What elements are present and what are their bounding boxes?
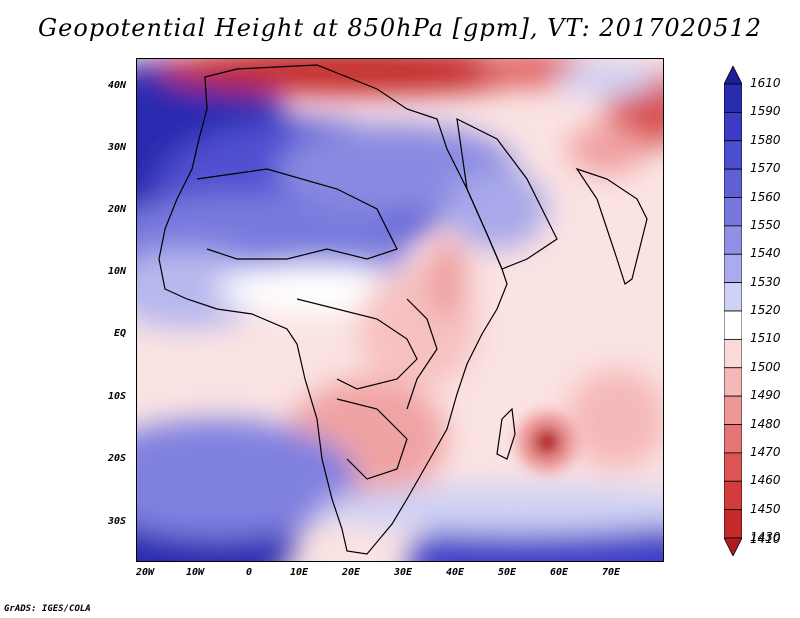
- colorbar-box: [724, 338, 742, 369]
- border-line-2: [296, 298, 418, 390]
- lon-label-0: 0: [246, 567, 253, 578]
- colorbar-label: 1560: [750, 189, 781, 204]
- colorbar-label: 1610: [750, 76, 781, 90]
- border-line-3: [336, 398, 408, 480]
- madagascar: [496, 407, 516, 460]
- colorbar-label: 1480: [750, 416, 781, 431]
- colorbar-label: 1490: [750, 388, 781, 403]
- border-line-1: [196, 168, 398, 260]
- lat-label-eq: EQ: [114, 328, 127, 339]
- africa-coastline: [158, 64, 508, 555]
- lon-label-10w: 10W: [186, 567, 205, 578]
- lat-label-20s: 20S: [108, 453, 127, 464]
- colorbar-label: 1540: [750, 246, 781, 261]
- colorbar-label: 1430: [750, 530, 781, 544]
- geopotential-map: [136, 58, 664, 562]
- colorbar-box: [724, 253, 742, 284]
- colorbar-label: 1460: [750, 473, 781, 488]
- colorbar-label: 1590: [750, 104, 781, 119]
- lat-label-30n: 30N: [108, 142, 127, 153]
- colorbar-bottom-arrow: [724, 537, 742, 556]
- colorbar-box: [724, 83, 742, 113]
- lon-label-10e: 10E: [290, 567, 309, 578]
- colorbar-boxes: [724, 66, 742, 556]
- colorbar-label: 1470: [750, 444, 781, 459]
- lon-label-60e: 60E: [550, 567, 569, 578]
- colorbar-box: [724, 310, 742, 340]
- colorbar-box: [724, 282, 742, 312]
- colorbar-label: 1500: [750, 359, 781, 374]
- lat-label-20n: 20N: [108, 204, 127, 215]
- lat-label-40n: 40N: [108, 80, 127, 91]
- colorbar-label: 1570: [750, 161, 781, 176]
- field-shading: [137, 59, 663, 561]
- coastlines: [158, 64, 648, 555]
- colorbar-box: [724, 168, 742, 198]
- lat-label-30s: 30S: [108, 516, 127, 527]
- lon-label-20w: 20W: [136, 567, 155, 578]
- map-svg: [137, 59, 663, 561]
- chart-title: Geopotential Height at 850hPa [gpm], VT:…: [38, 14, 762, 42]
- colorbar-box: [724, 140, 742, 170]
- colorbar-box: [724, 111, 742, 142]
- colorbar-label: 1550: [750, 217, 781, 232]
- colorbar-box: [724, 452, 742, 482]
- colorbar-box: [724, 225, 742, 255]
- colorbar-box: [724, 395, 742, 425]
- lon-label-30e: 30E: [394, 567, 413, 578]
- lat-label-10n: 10N: [108, 266, 127, 277]
- colorbar-top-arrow: [724, 66, 742, 85]
- colorbar-label: 1580: [750, 132, 781, 147]
- colorbar: [724, 66, 742, 556]
- india-coastline: [575, 167, 648, 285]
- lon-label-20e: 20E: [342, 567, 361, 578]
- colorbar-label: 1450: [750, 501, 781, 516]
- colorbar-box: [724, 480, 742, 511]
- colorbar-box: [724, 424, 742, 454]
- colorbar-label: 1410: [750, 532, 781, 546]
- colorbar-label: 1530: [750, 274, 781, 289]
- lon-label-50e: 50E: [498, 567, 517, 578]
- lat-label-10s: 10S: [108, 391, 127, 402]
- footer-credit: GrADS: IGES/COLA: [4, 604, 91, 614]
- colorbar-label: 1510: [750, 331, 781, 346]
- lon-label-40e: 40E: [446, 567, 465, 578]
- colorbar-box: [724, 197, 742, 227]
- colorbar-label: 1520: [750, 303, 781, 317]
- colorbar-box: [724, 367, 742, 397]
- border-line-4: [406, 298, 438, 410]
- colorbar-box: [724, 509, 742, 539]
- arabia-coastline: [456, 117, 558, 270]
- lon-label-70e: 70E: [602, 567, 621, 578]
